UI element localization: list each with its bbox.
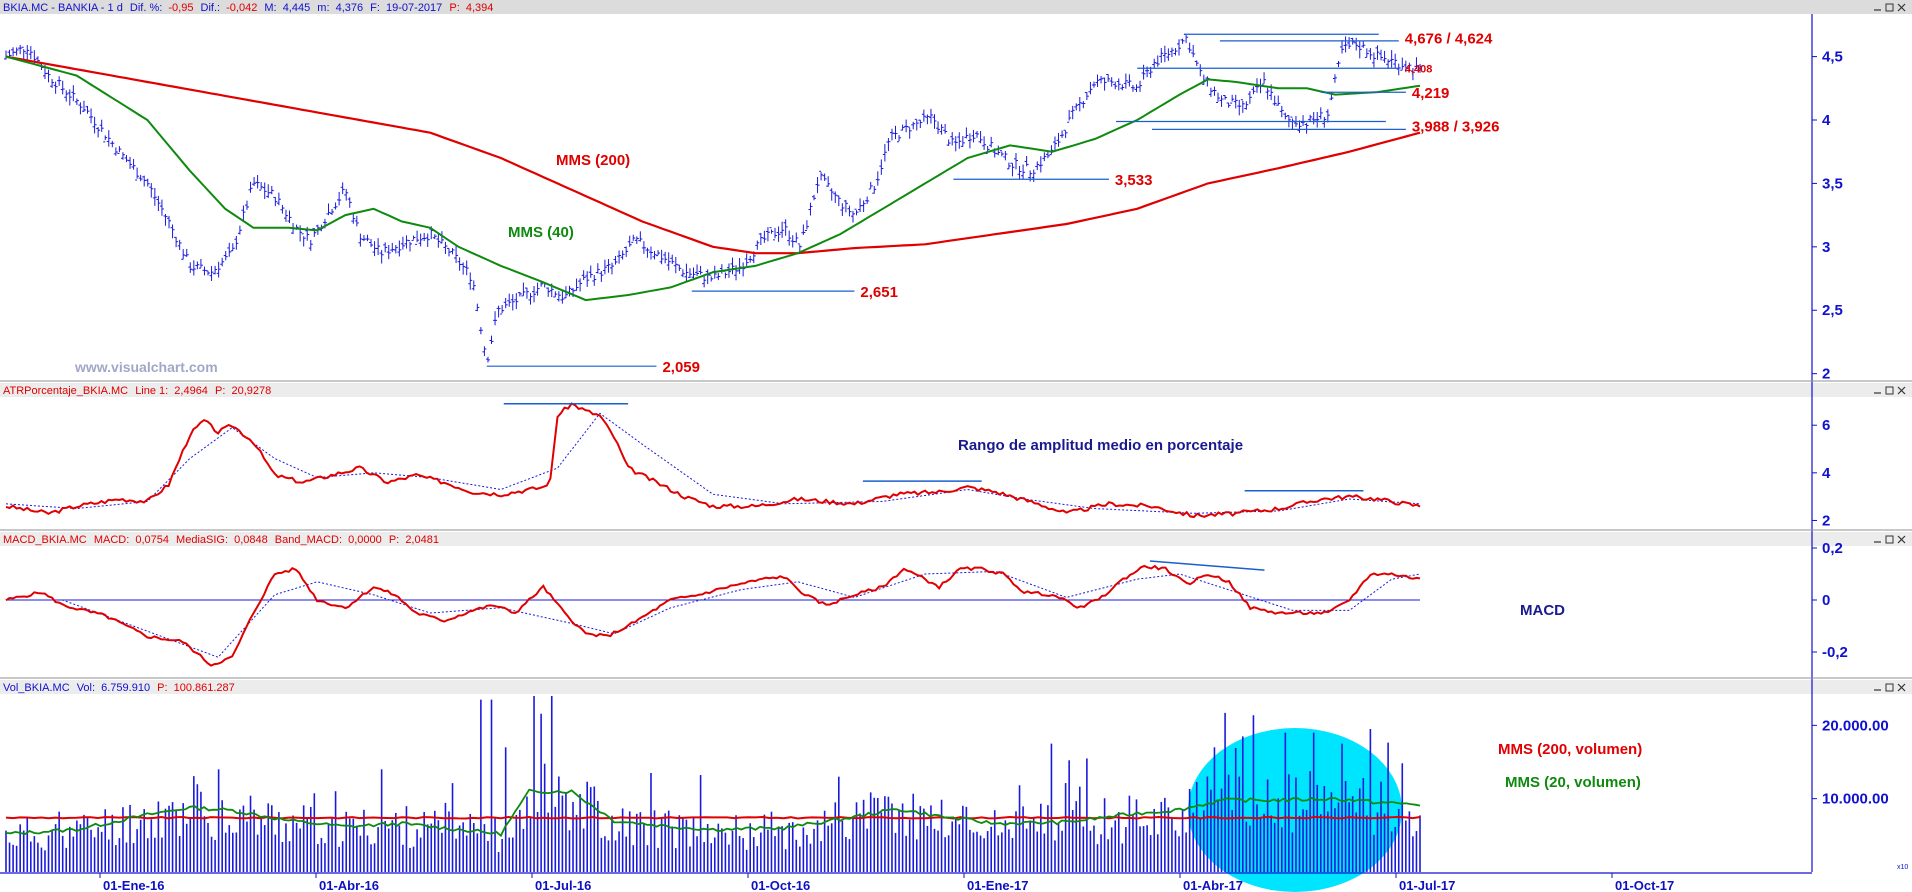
axis-marker: x10 bbox=[1897, 864, 1908, 871]
atr-header-bar bbox=[0, 383, 1912, 397]
x-tick-label: 01-Jul-17 bbox=[1399, 878, 1455, 892]
volume-bars bbox=[5, 696, 1421, 872]
level-label: 2,059 bbox=[662, 359, 700, 376]
macd-y-axis: 0,2 0 -0,2 bbox=[1812, 540, 1848, 661]
atr-header: ATRPorcentaje_BKIA.MC Line 1: 2,4964 P: … bbox=[3, 385, 271, 397]
macd-panel: MACD_BKIA.MC MACD: 0,0754 MediaSIG: 0,08… bbox=[0, 532, 1912, 667]
price-moving-averages bbox=[5, 55, 1421, 302]
level-label: 3,988 / 3,926 bbox=[1412, 118, 1500, 135]
y-tick-label: 20.000.00 bbox=[1822, 717, 1889, 734]
y-tick-label: 4 bbox=[1822, 465, 1831, 482]
volume-header: Vol_BKIA.MC Vol: 6.759.910 P: 100.861.28… bbox=[3, 682, 235, 694]
y-tick-label: 3 bbox=[1822, 239, 1830, 256]
y-tick-label: 4 bbox=[1822, 112, 1831, 129]
x-tick-label: 01-Abr-17 bbox=[1183, 878, 1243, 892]
macd-line bbox=[5, 564, 1421, 667]
vol-mms200-line bbox=[5, 815, 1421, 820]
volume-y-axis: 20.000.00 10.000.00 bbox=[1812, 717, 1889, 808]
maximize-icon[interactable] bbox=[1885, 535, 1894, 544]
maximize-icon[interactable] bbox=[1885, 683, 1894, 692]
x-tick-label: 01-Ene-16 bbox=[103, 878, 164, 892]
vol-mms20-line bbox=[5, 788, 1421, 838]
level-label: 2,651 bbox=[860, 284, 898, 301]
price-panel: BKIA.MC - BANKIA - 1 d Dif. %: -0,95 Dif… bbox=[0, 0, 1912, 383]
price-y-axis: 4,5 4 3,5 3 2,5 2 bbox=[1812, 49, 1843, 383]
y-tick-label: 6 bbox=[1822, 417, 1830, 434]
y-tick-label: 10.000.00 bbox=[1822, 791, 1889, 808]
x-tick-label: 01-Jul-16 bbox=[535, 878, 591, 892]
mms40-line bbox=[5, 55, 1421, 302]
watermark: www.visualchart.com bbox=[74, 359, 218, 375]
atr-line bbox=[5, 402, 1421, 519]
volume-header-bar bbox=[0, 680, 1912, 694]
close-icon[interactable] bbox=[1897, 3, 1906, 12]
maximize-icon[interactable] bbox=[1885, 386, 1894, 395]
macd-annotation: MACD bbox=[1520, 602, 1565, 619]
y-tick-label: 4,5 bbox=[1822, 49, 1843, 66]
price-header: BKIA.MC - BANKIA - 1 d Dif. %: -0,95 Dif… bbox=[3, 2, 493, 14]
macd-trend-line bbox=[1149, 560, 1265, 571]
vol-mms20-label: MMS (20, volumen) bbox=[1505, 774, 1641, 791]
macd-lines bbox=[5, 560, 1421, 667]
level-label: 4,408 bbox=[1405, 63, 1433, 75]
macd-header: MACD_BKIA.MC MACD: 0,0754 MediaSIG: 0,08… bbox=[3, 534, 439, 546]
volume-moving-averages bbox=[5, 788, 1421, 838]
macd-signal-line bbox=[6, 570, 1421, 658]
x-tick-label: 01-Ene-17 bbox=[967, 878, 1028, 892]
close-icon[interactable] bbox=[1897, 386, 1906, 395]
atr-panel: ATRPorcentaje_BKIA.MC Line 1: 2,4964 P: … bbox=[0, 383, 1912, 529]
x-tick-label: 01-Oct-16 bbox=[751, 878, 810, 892]
y-tick-label: 0 bbox=[1822, 592, 1830, 609]
macd-header-bar bbox=[0, 532, 1912, 546]
window-controls[interactable] bbox=[1874, 3, 1906, 692]
y-tick-label: 2 bbox=[1822, 366, 1830, 383]
y-tick-label: 2,5 bbox=[1822, 302, 1843, 319]
x-tick-label: 01-Oct-17 bbox=[1615, 878, 1674, 892]
atr-lines bbox=[5, 402, 1421, 519]
chart-frame bbox=[0, 14, 1912, 874]
mms200-label: MMS (200) bbox=[556, 152, 630, 169]
maximize-icon[interactable] bbox=[1885, 3, 1894, 12]
close-icon[interactable] bbox=[1897, 535, 1906, 544]
level-label: 4,676 / 4,624 bbox=[1405, 31, 1493, 48]
mms40-label: MMS (40) bbox=[508, 224, 574, 241]
y-tick-label: 0,2 bbox=[1822, 540, 1843, 557]
atr-y-axis: 6 4 2 bbox=[1812, 417, 1831, 529]
y-tick-label: 2 bbox=[1822, 512, 1830, 529]
mms200-line bbox=[5, 55, 1421, 255]
close-icon[interactable] bbox=[1897, 683, 1906, 692]
y-tick-label: 3,5 bbox=[1822, 175, 1843, 192]
atr-annotation: Rango de amplitud medio en porcentaje bbox=[958, 437, 1243, 454]
x-tick-label: 01-Abr-16 bbox=[319, 878, 379, 892]
volume-panel: Vol_BKIA.MC Vol: 6.759.910 P: 100.861.28… bbox=[0, 680, 1912, 892]
y-tick-label: -0,2 bbox=[1822, 644, 1848, 661]
price-header-bar bbox=[0, 0, 1912, 14]
price-levels: 4,676 / 4,624 4,408 4,219 3,988 / 3,926 3,53… bbox=[486, 31, 1500, 376]
vol-mms200-label: MMS (200, volumen) bbox=[1498, 741, 1642, 758]
level-label: 3,533 bbox=[1115, 172, 1153, 189]
level-label: 4,219 bbox=[1412, 85, 1450, 102]
x-axis: 01-Ene-16 01-Abr-16 01-Jul-16 01-Oct-16 01-E… bbox=[99, 873, 1674, 892]
